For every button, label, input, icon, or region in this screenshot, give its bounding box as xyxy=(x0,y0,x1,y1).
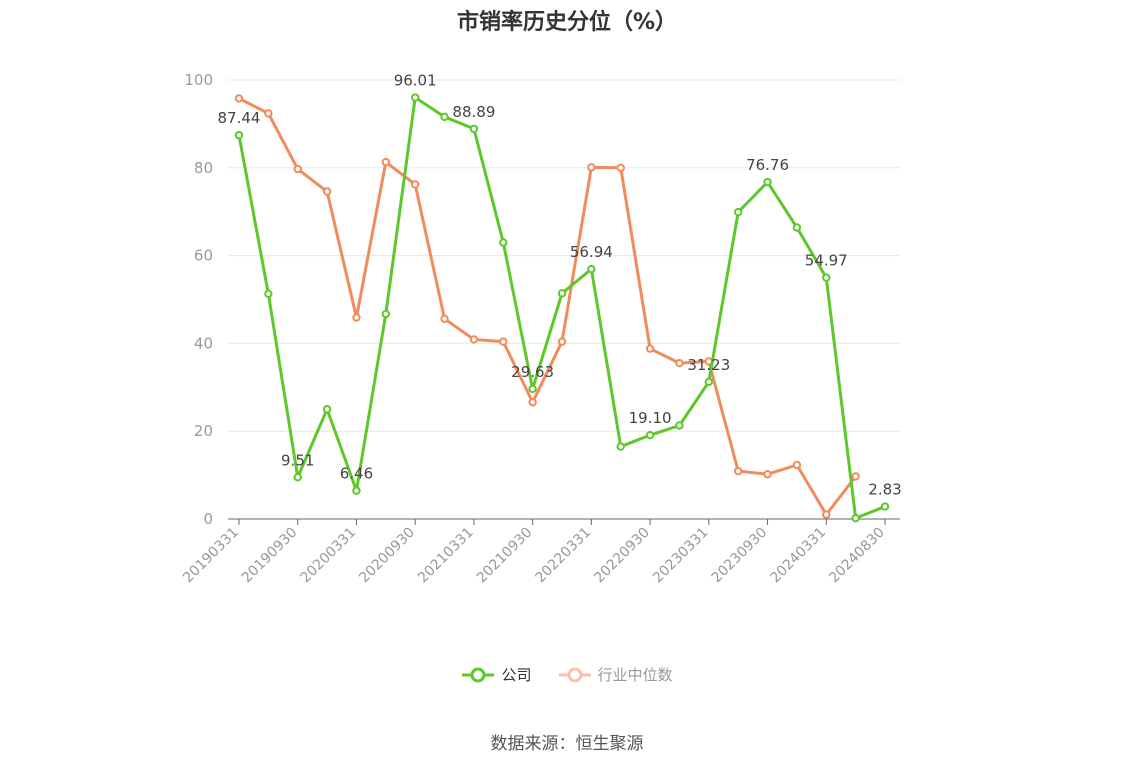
source-note: 数据来源：恒生聚源 xyxy=(490,734,644,754)
data-label: 54.97 xyxy=(805,252,848,270)
data-point-company xyxy=(704,377,714,387)
data-label: 9.51 xyxy=(281,451,314,469)
data-point-company xyxy=(322,405,332,414)
series-line-industry xyxy=(238,97,857,517)
data-label: 96.01 xyxy=(394,72,437,90)
legend-swatch-company xyxy=(462,667,495,682)
y-tick-label: 60 xyxy=(194,247,213,265)
data-point-company xyxy=(440,112,449,122)
data-point-industry xyxy=(234,94,244,103)
data-point-industry xyxy=(381,157,391,167)
x-tick-label: 20220930 xyxy=(591,525,653,587)
data-point-company xyxy=(851,513,860,523)
data-label: 76.76 xyxy=(746,156,789,174)
grid-lines xyxy=(228,79,900,432)
data-label: 31.23 xyxy=(687,356,730,374)
data-point-company xyxy=(293,473,302,482)
legend: 公司 行业中位数 xyxy=(0,664,1134,685)
data-point-company xyxy=(616,442,625,451)
data-label: 87.44 xyxy=(218,109,261,127)
legend-item-company[interactable]: 公司 xyxy=(461,664,532,685)
x-tick-label: 20200930 xyxy=(356,525,418,587)
data-point-industry xyxy=(851,472,860,481)
legend-swatch-industry xyxy=(558,667,591,682)
data-point-company xyxy=(528,384,537,394)
data-label: 2.83 xyxy=(868,481,901,499)
data-point-company xyxy=(499,238,508,247)
x-tick-label: 20240830 xyxy=(826,525,888,587)
data-point-industry xyxy=(763,470,772,479)
data-label: 56.94 xyxy=(570,243,613,261)
data-point-industry xyxy=(440,314,449,324)
data-label: 29.63 xyxy=(511,363,554,381)
data-point-industry xyxy=(675,358,684,368)
data-point-company xyxy=(675,421,684,430)
y-tick-label: 0 xyxy=(203,510,213,528)
data-point-industry xyxy=(322,187,332,196)
data-point-company xyxy=(763,177,772,187)
data-point-company xyxy=(645,430,655,440)
y-tick-label: 80 xyxy=(194,159,213,177)
y-tick-label: 100 xyxy=(184,71,213,89)
x-tick-label: 20230331 xyxy=(650,525,712,587)
x-tick-label: 20220331 xyxy=(532,525,594,587)
data-point-industry xyxy=(792,460,802,470)
x-tick-label: 20190930 xyxy=(239,525,301,587)
data-point-company xyxy=(410,93,420,102)
data-point-industry xyxy=(352,313,361,322)
data-point-company xyxy=(234,130,244,140)
data-point-company xyxy=(381,309,391,319)
data-label: 6.46 xyxy=(340,465,373,483)
data-point-company xyxy=(822,273,831,282)
data-point-company xyxy=(792,223,802,232)
x-tick-label: 20240331 xyxy=(767,525,829,587)
data-point-company xyxy=(352,486,361,495)
chart-title: 市销率历史分位（%） xyxy=(456,10,678,35)
data-point-industry xyxy=(645,344,655,353)
data-point-industry xyxy=(587,163,596,172)
x-tick-label: 20190331 xyxy=(180,525,242,587)
data-point-industry xyxy=(410,180,420,189)
series-lines xyxy=(234,93,890,523)
x-tick-label: 20230930 xyxy=(709,525,771,587)
data-point-company xyxy=(557,289,567,298)
data-point-industry xyxy=(528,398,537,407)
legend-item-industry[interactable]: 行业中位数 xyxy=(558,664,673,685)
x-tick-label: 20210331 xyxy=(415,525,477,587)
y-tick-label: 20 xyxy=(194,422,213,440)
data-point-company xyxy=(264,289,273,298)
y-tick-label: 40 xyxy=(194,334,213,352)
data-label: 88.89 xyxy=(452,103,495,121)
data-point-industry xyxy=(733,466,743,476)
data-point-industry xyxy=(616,163,625,173)
legend-label-company: 公司 xyxy=(501,666,532,684)
data-point-industry xyxy=(293,164,302,174)
data-label: 19.10 xyxy=(629,409,672,427)
data-point-industry xyxy=(499,337,508,346)
data-point-company xyxy=(733,207,743,217)
data-point-industry xyxy=(469,335,479,344)
legend-label-industry: 行业中位数 xyxy=(597,666,673,684)
data-point-industry xyxy=(557,337,567,346)
data-point-company xyxy=(587,264,596,274)
data-point-company xyxy=(469,124,479,133)
data-labels: 87.44 9.51 6.46 96.01 88.89 29.63 56.94 19.10 31… xyxy=(218,72,902,499)
data-point-industry xyxy=(264,109,273,118)
x-tick-label: 20210930 xyxy=(474,525,536,587)
x-tick-label: 20200331 xyxy=(298,525,360,587)
data-point-company xyxy=(880,502,890,511)
data-point-industry xyxy=(822,510,831,519)
